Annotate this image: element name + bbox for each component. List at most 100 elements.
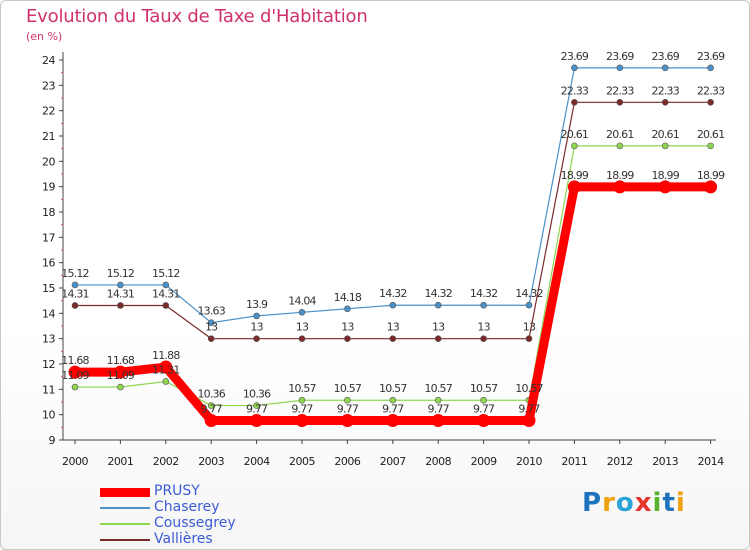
- data-point-vallires: [162, 302, 170, 309]
- data-label-coussegrey: 11.31: [152, 363, 180, 376]
- data-label-prusy: 18.99: [606, 169, 634, 182]
- data-label-prusy: 18.99: [697, 169, 725, 182]
- data-label-chaserey: 15.12: [107, 267, 135, 280]
- x-tick-label: 2012: [607, 455, 633, 468]
- data-label-vallires: 14.31: [107, 287, 135, 300]
- data-label-prusy: 11.88: [152, 349, 180, 362]
- data-point-prusy: [567, 180, 581, 194]
- y-tick-label: 13: [42, 333, 55, 346]
- data-point-coussegrey: [616, 142, 624, 150]
- data-label-coussegrey: 11.09: [107, 369, 135, 382]
- data-point-prusy: [658, 180, 672, 194]
- y-tick-label: 18: [42, 206, 55, 219]
- data-label-vallires: 13: [477, 321, 490, 334]
- data-point-vallires: [344, 335, 351, 342]
- y-tick-label: 10: [42, 409, 55, 422]
- data-label-vallires: 22.33: [651, 84, 679, 97]
- data-point-prusy: [431, 413, 445, 427]
- data-point-chaserey: [162, 281, 170, 289]
- data-point-coussegrey: [344, 396, 351, 404]
- data-label-chaserey: 14.32: [470, 287, 498, 300]
- data-label-coussegrey: 10.57: [288, 382, 316, 395]
- data-label-vallires: 13: [341, 321, 354, 334]
- chart-title: Evolution du Taux de Taxe d'Habitation: [26, 6, 368, 27]
- data-point-vallires: [253, 335, 260, 342]
- y-tick-label: 15: [42, 282, 55, 295]
- data-label-vallires: 13: [387, 321, 400, 334]
- data-point-chaserey: [207, 319, 215, 327]
- data-label-prusy: 18.99: [561, 169, 589, 182]
- data-point-vallires: [571, 99, 578, 106]
- data-label-coussegrey: 10.36: [243, 388, 271, 401]
- data-label-coussegrey: 10.57: [515, 382, 543, 395]
- legend-label-chaserey: Chaserey: [154, 499, 220, 515]
- data-point-coussegrey: [389, 396, 397, 404]
- data-label-vallires: 22.33: [561, 84, 589, 97]
- data-label-chaserey: 23.69: [606, 50, 634, 63]
- x-tick-label: 2013: [652, 455, 678, 468]
- proxiti-logo: Proxiti: [582, 488, 686, 518]
- data-point-chaserey: [707, 64, 714, 72]
- data-point-chaserey: [571, 64, 578, 72]
- data-label-chaserey: 13.63: [197, 305, 225, 318]
- data-label-prusy: 9.77: [201, 402, 223, 415]
- data-label-chaserey: 14.32: [515, 287, 543, 300]
- data-point-coussegrey: [298, 396, 306, 404]
- data-label-coussegrey: 10.57: [334, 382, 362, 395]
- data-label-chaserey: 14.04: [288, 294, 316, 307]
- y-tick-label: 22: [42, 105, 55, 118]
- data-label-vallires: 22.33: [697, 84, 725, 97]
- data-label-chaserey: 15.12: [152, 267, 180, 280]
- y-tick-label: 12: [42, 358, 55, 371]
- data-point-coussegrey: [207, 402, 215, 409]
- data-point-vallires: [707, 99, 714, 106]
- data-point-chaserey: [344, 305, 351, 313]
- y-tick-label: 11: [42, 383, 55, 396]
- data-point-coussegrey: [707, 142, 714, 150]
- data-label-coussegrey: 20.61: [697, 128, 725, 141]
- data-point-chaserey: [389, 301, 397, 309]
- data-point-chaserey: [434, 301, 442, 309]
- data-label-coussegrey: 11.09: [61, 369, 89, 382]
- data-label-chaserey: 14.32: [424, 287, 452, 300]
- data-label-prusy: 9.77: [473, 402, 495, 415]
- data-point-chaserey: [480, 301, 487, 309]
- legend-swatch-coussegrey: [100, 523, 150, 525]
- x-tick-label: 2006: [334, 455, 360, 468]
- x-tick-label: 2004: [244, 455, 270, 468]
- data-label-vallires: 22.33: [606, 84, 634, 97]
- y-tick-label: 9: [49, 434, 56, 447]
- data-point-chaserey: [253, 312, 260, 320]
- data-label-coussegrey: 10.57: [424, 382, 452, 395]
- data-point-vallires: [434, 335, 442, 342]
- data-point-prusy: [250, 413, 264, 427]
- legend-label-prusy: PRUSY: [154, 483, 200, 499]
- x-tick-label: 2009: [471, 455, 497, 468]
- data-point-vallires: [525, 335, 533, 342]
- data-label-coussegrey: 20.61: [651, 128, 679, 141]
- data-label-prusy: 9.77: [382, 402, 404, 415]
- data-point-prusy: [340, 413, 354, 427]
- data-point-chaserey: [71, 281, 79, 289]
- data-label-coussegrey: 10.57: [379, 382, 407, 395]
- data-point-vallires: [389, 335, 397, 342]
- logo-letter: i: [652, 488, 663, 518]
- data-point-prusy: [704, 180, 718, 194]
- x-tick-label: 2005: [289, 455, 315, 468]
- data-point-prusy: [477, 413, 491, 427]
- logo-letter: t: [662, 488, 676, 518]
- data-point-vallires: [117, 302, 124, 309]
- legend-swatch-prusy: [100, 487, 150, 497]
- data-point-coussegrey: [162, 378, 170, 385]
- legend-swatch-chaserey: [100, 507, 150, 509]
- legend-swatch-vallires: [100, 539, 150, 541]
- data-point-coussegrey: [253, 402, 260, 409]
- y-tick-label: 17: [42, 231, 55, 244]
- y-tick-label: 24: [42, 54, 55, 67]
- data-point-coussegrey: [434, 396, 442, 404]
- logo-letter: x: [634, 488, 653, 518]
- data-label-prusy: 9.77: [337, 402, 359, 415]
- unit-label: (en %): [26, 30, 63, 43]
- x-tick-label: 2002: [153, 455, 179, 468]
- data-point-chaserey: [525, 301, 533, 309]
